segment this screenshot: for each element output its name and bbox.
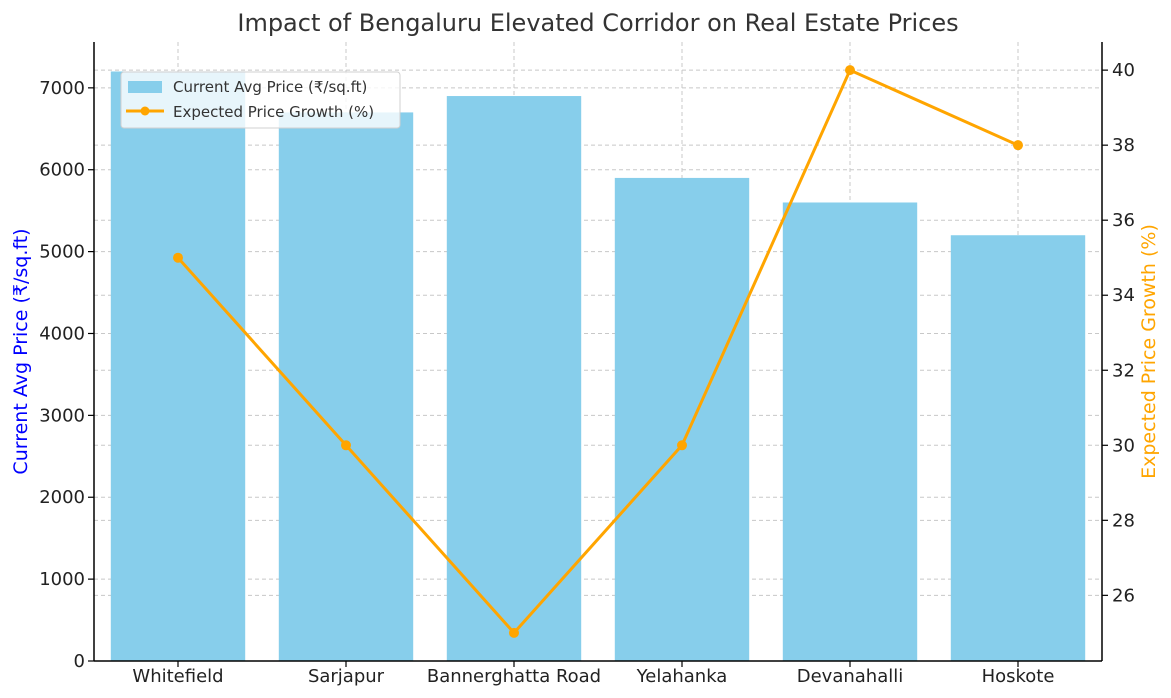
growth-line [176, 68, 1019, 635]
legend: Current Avg Price (₹/sq.ft) Expected Pri… [120, 71, 401, 129]
bar-yelahanka [614, 177, 750, 662]
bar-devanahalli [782, 202, 918, 661]
legend-swatch-bar [128, 81, 162, 93]
growth-point-devanahalli [845, 65, 855, 76]
y-axis-title: Current Avg Price (₹/sq.ft) [10, 228, 32, 474]
y-tick-label: 7000 [39, 78, 85, 99]
growth-point-whitefield [173, 252, 183, 263]
chart-title: Impact of Bengaluru Elevated Corridor on… [237, 9, 958, 37]
y-tick-label: 3000 [39, 405, 85, 426]
y2-tick-label: 40 [1112, 60, 1135, 81]
y2-tick-label: 28 [1112, 510, 1135, 531]
bar-sarjapur [278, 112, 414, 661]
bar-series [110, 71, 1086, 662]
y-tick-label: 0 [74, 651, 85, 672]
growth-point-bannerghatta-road [509, 627, 519, 638]
y2-axis-title: Expected Price Growth (%) [1138, 224, 1160, 479]
legend-label-bar: Current Avg Price (₹/sq.ft) [173, 78, 367, 96]
y-tick-label: 4000 [39, 323, 85, 344]
legend-label-line: Expected Price Growth (%) [173, 103, 374, 121]
x-tick-label: Bannerghatta Road [427, 666, 601, 687]
y-tick-label: 1000 [39, 569, 85, 590]
growth-point-yelahanka [677, 440, 687, 451]
bar-bannerghatta-road [446, 96, 582, 662]
growth-point-sarjapur [341, 440, 351, 451]
y-tick-label: 2000 [39, 487, 85, 508]
legend-box [120, 71, 401, 129]
y-tick-label: 6000 [39, 160, 85, 181]
x-tick-label: Devanahalli [797, 666, 904, 687]
x-tick-label: Sarjapur [308, 666, 385, 687]
y2-tick-label: 34 [1112, 285, 1135, 306]
y2-tick-label: 36 [1112, 210, 1135, 231]
y2-tick-label: 26 [1112, 585, 1135, 606]
x-tick-label: Yelahanka [636, 666, 728, 687]
bar-hoskote [950, 235, 1086, 662]
x-tick-label: Whitefield [132, 666, 223, 687]
x-tick-label: Hoskote [982, 666, 1055, 687]
growth-point-hoskote [1013, 140, 1023, 151]
y2-tick-label: 32 [1112, 360, 1135, 381]
legend-swatch-marker [140, 106, 150, 116]
y2-tick-label: 30 [1112, 435, 1135, 456]
y2-tick-label: 38 [1112, 135, 1135, 156]
bar-whitefield [110, 71, 246, 661]
y-tick-label: 5000 [39, 242, 85, 263]
tick-labels: 0 1000 2000 3000 4000 5000 6000 7000 26 28 30 32 34 3… [39, 60, 1135, 687]
line-series [173, 65, 1023, 638]
